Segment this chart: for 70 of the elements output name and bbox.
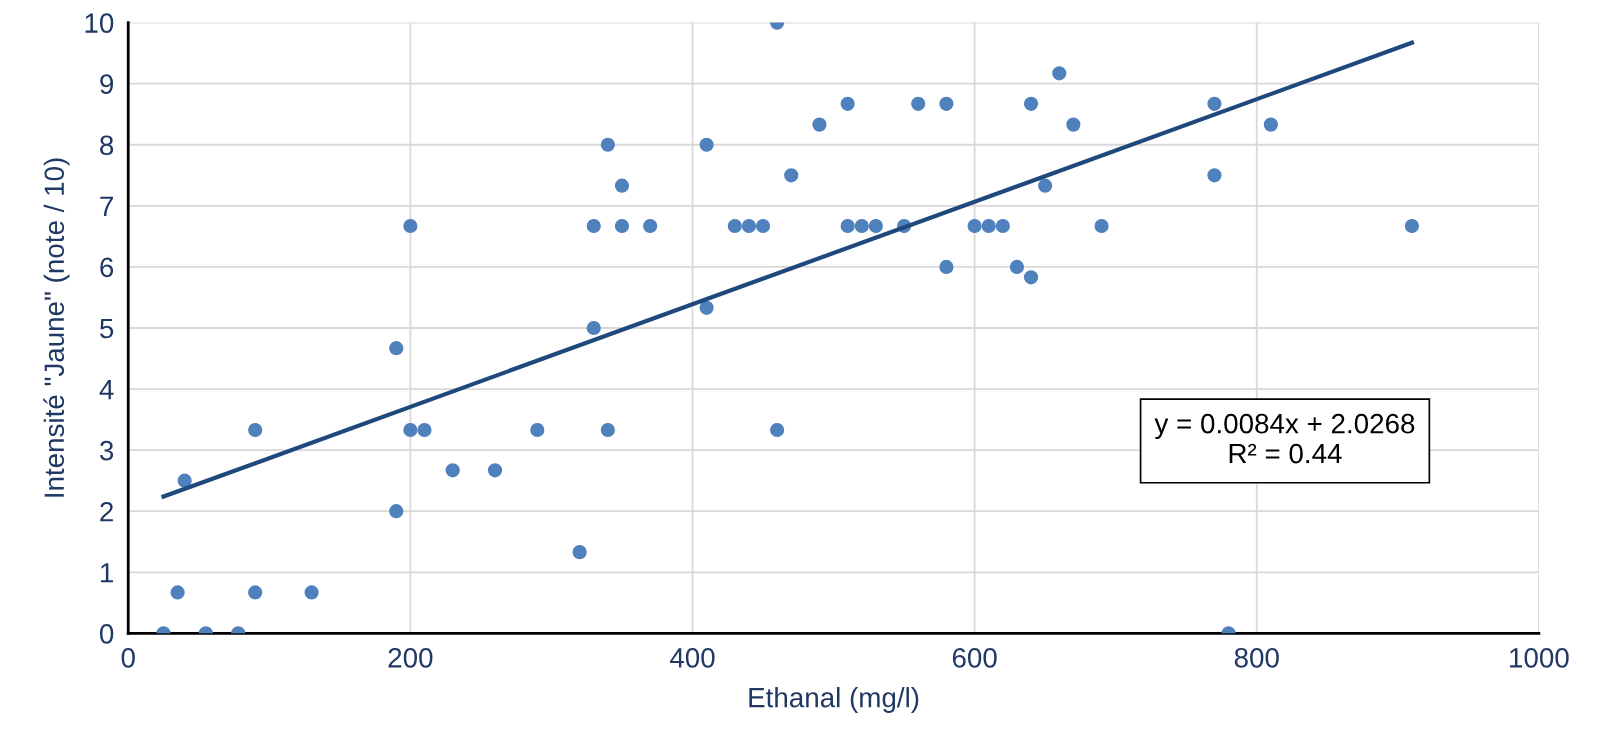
point [755, 218, 771, 234]
point [403, 218, 418, 234]
y-tick-label: 6 [100, 257, 114, 278]
y-tick-label: 5 [100, 318, 114, 339]
y-tick-label: 4 [99, 380, 114, 400]
point [699, 137, 714, 152]
point [939, 259, 954, 275]
point [614, 178, 630, 193]
point [939, 96, 954, 111]
point [304, 585, 319, 600]
point [487, 463, 503, 478]
y-tick-label: 9 [100, 74, 114, 95]
y-axis-title: Intensité "Jaune" (note / 10) [43, 158, 70, 497]
point [840, 96, 855, 111]
point [1009, 259, 1025, 275]
point [1207, 168, 1222, 183]
y-tick-label: 1 [101, 563, 113, 583]
point [981, 218, 996, 234]
point [868, 218, 883, 234]
point [911, 96, 926, 111]
point [770, 422, 785, 438]
point [586, 320, 601, 336]
x-tick-label: 600 [952, 647, 997, 668]
point [1066, 117, 1081, 132]
point [1207, 96, 1222, 111]
x-axis-title: Ethanal (mg/l) [749, 687, 919, 713]
point [1263, 117, 1278, 132]
y-tick-label: 7 [100, 196, 113, 216]
point [741, 218, 757, 234]
point [854, 218, 869, 234]
point [530, 422, 545, 438]
x-tick-label: 800 [1234, 647, 1279, 668]
y-tick-label: 2 [100, 501, 113, 522]
point [170, 585, 185, 600]
point [727, 218, 742, 234]
y-tick-label: 3 [99, 440, 114, 461]
point [614, 218, 630, 234]
point [1023, 270, 1039, 285]
point [389, 341, 404, 356]
point [699, 300, 714, 315]
x-tick-label: 0 [121, 647, 135, 668]
point [586, 218, 601, 234]
point [1052, 66, 1067, 81]
y-tick-label: 8 [100, 135, 114, 156]
point [1038, 178, 1053, 193]
y-tick-label: 10 [85, 13, 114, 33]
point [403, 422, 418, 438]
point [600, 137, 615, 152]
point [445, 463, 460, 478]
point [417, 422, 432, 438]
x-tick-label: 200 [388, 647, 433, 668]
point [1023, 96, 1039, 111]
point [643, 218, 658, 234]
y-tick-label: 0 [99, 624, 114, 644]
x-tick-label: 1000 [1510, 647, 1569, 668]
point [995, 218, 1010, 234]
point [248, 585, 263, 600]
annotation: y = 0.0084x + 2.0268 R² = 0.44 [1154, 413, 1415, 464]
point [600, 422, 615, 438]
point [177, 473, 192, 488]
x-tick-label: 400 [669, 647, 715, 668]
point [812, 117, 827, 132]
point [248, 422, 263, 438]
point [784, 168, 799, 183]
point [572, 545, 587, 560]
point [967, 218, 982, 234]
point [1094, 218, 1109, 234]
point [1404, 218, 1420, 234]
point [840, 218, 855, 234]
point [389, 504, 404, 519]
